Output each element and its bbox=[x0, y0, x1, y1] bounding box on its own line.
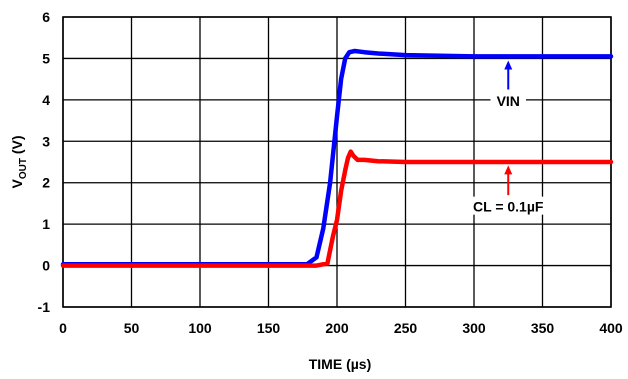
x-tick-label: 350 bbox=[531, 320, 555, 336]
x-axis-label: TIME (µs) bbox=[309, 356, 372, 372]
series-layer bbox=[60, 48, 614, 268]
x-tick-label: 200 bbox=[325, 320, 349, 336]
y-tick-label: 6 bbox=[42, 9, 50, 25]
y-axis-label-sub: OUT bbox=[18, 158, 29, 179]
x-tick-label: 300 bbox=[462, 320, 486, 336]
y-axis-ticks: -1 0 1 2 3 4 5 6 bbox=[38, 9, 51, 315]
annotation-label-bg bbox=[460, 196, 556, 215]
annotation-arrowhead bbox=[504, 165, 513, 175]
annotation-label: VIN bbox=[497, 93, 520, 109]
annotation-label-bg bbox=[490, 91, 526, 109]
y-tick-label: 5 bbox=[42, 50, 50, 66]
annotation-layer: VIN CL = 0.1µF bbox=[460, 60, 556, 215]
annotation-arrowhead bbox=[504, 60, 513, 70]
x-tick-label: 250 bbox=[394, 320, 418, 336]
x-tick-label: 100 bbox=[188, 320, 212, 336]
y-tick-label: 2 bbox=[42, 175, 50, 191]
y-tick-label: 4 bbox=[42, 92, 50, 108]
series-line bbox=[60, 48, 614, 267]
y-tick-label: 1 bbox=[42, 216, 50, 232]
y-axis-label-suffix: (V) bbox=[9, 135, 25, 158]
x-tick-label: 50 bbox=[124, 320, 140, 336]
x-tick-label: 150 bbox=[257, 320, 281, 336]
x-tick-label: 0 bbox=[59, 320, 67, 336]
y-axis-label: VOUT (V) bbox=[9, 135, 29, 188]
y-tick-label: 0 bbox=[42, 258, 50, 274]
x-tick-label: 400 bbox=[599, 320, 623, 336]
y-axis-label-main: V bbox=[9, 179, 25, 189]
y-tick-label: -1 bbox=[38, 299, 51, 315]
y-tick-label: 3 bbox=[42, 133, 50, 149]
series-line bbox=[60, 149, 614, 268]
x-axis-ticks: 0 50 100 150 200 250 300 350 400 bbox=[59, 320, 623, 336]
annotation-label: CL = 0.1µF bbox=[473, 199, 544, 215]
